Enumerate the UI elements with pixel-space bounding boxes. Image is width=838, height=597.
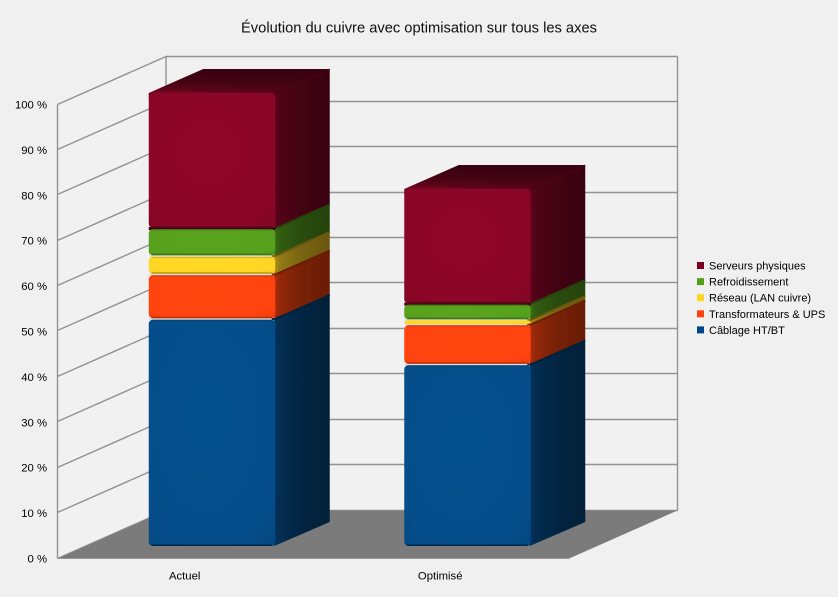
svg-text:50 %: 50 % <box>21 327 47 339</box>
svg-text:10 %: 10 % <box>21 508 47 520</box>
svg-text:Optimisé: Optimisé <box>418 570 463 582</box>
svg-text:Actuel: Actuel <box>169 570 200 582</box>
svg-text:0 %: 0 % <box>28 554 47 566</box>
svg-text:80 %: 80 % <box>21 190 47 202</box>
svg-text:40 %: 40 % <box>21 372 47 384</box>
svg-text:Refroidissement: Refroidissement <box>709 277 788 289</box>
svg-text:90 %: 90 % <box>21 145 47 157</box>
svg-text:Réseau (LAN cuivre): Réseau (LAN cuivre) <box>709 293 811 305</box>
svg-text:60 %: 60 % <box>21 281 47 293</box>
svg-text:Transformateurs & UPS: Transformateurs & UPS <box>709 309 825 321</box>
svg-text:Câblage HT/BT: Câblage HT/BT <box>709 325 785 337</box>
svg-text:30 %: 30 % <box>21 417 47 429</box>
svg-text:70 %: 70 % <box>21 236 47 248</box>
svg-text:Évolution du cuivre avec optim: Évolution du cuivre avec optimisation su… <box>241 20 597 37</box>
svg-text:100 %: 100 % <box>15 100 47 112</box>
svg-text:Serveurs physiques: Serveurs physiques <box>709 261 806 273</box>
svg-text:20 %: 20 % <box>21 463 47 475</box>
